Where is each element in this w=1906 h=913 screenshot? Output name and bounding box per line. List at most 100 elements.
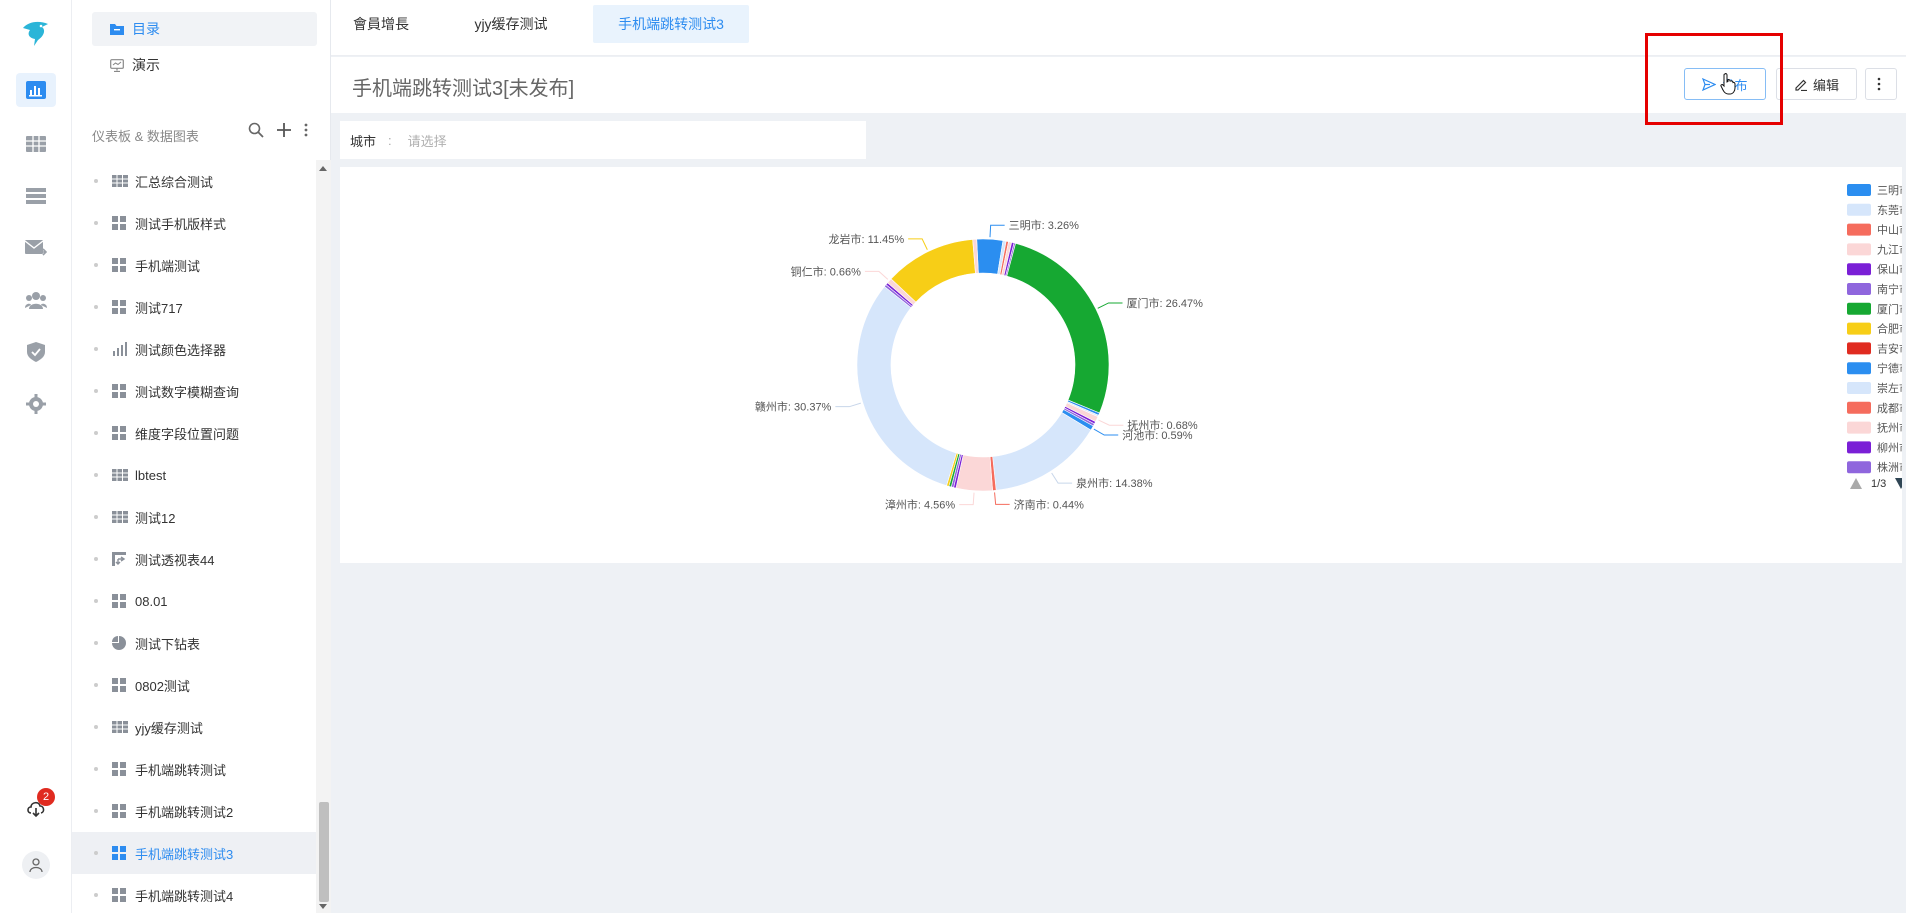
city-select[interactable]: 请选择 (407, 133, 447, 149)
legend-swatch[interactable] (1847, 322, 1871, 335)
dashboard-grid-icon (112, 216, 128, 230)
city-filter: 城市 : 请选择 (340, 121, 866, 159)
legend-label[interactable]: 东莞市 (1877, 203, 1906, 217)
legend-swatch[interactable] (1847, 342, 1871, 355)
tree-item[interactable]: 测试下钻表 (72, 622, 316, 664)
legend-swatch[interactable] (1847, 421, 1871, 434)
tree-item[interactable]: 手机端跳转测试3 (72, 832, 316, 874)
nav-presentation-label: 演示 (132, 57, 160, 73)
dashboard-icon[interactable] (16, 73, 56, 107)
gear-icon[interactable] (22, 390, 50, 418)
legend-label[interactable]: 柳州市 (1877, 440, 1906, 454)
legend-swatch[interactable] (1847, 461, 1871, 474)
tree-item[interactable]: 手机端测试 (72, 244, 316, 286)
scroll-up-arrow[interactable] (319, 166, 327, 171)
mail-icon[interactable] (22, 234, 50, 262)
tab-member-growth[interactable]: 會員增長 (353, 16, 409, 32)
bullet-dot (94, 683, 98, 687)
section-tools (248, 122, 308, 138)
pie-slice[interactable] (856, 286, 957, 486)
bullet-dot (94, 767, 98, 771)
tree-item[interactable]: 测试手机版样式 (72, 202, 316, 244)
tree-item-label: 测试717 (135, 300, 183, 316)
legend-label[interactable]: 南宁市 (1877, 282, 1906, 296)
logo-icon[interactable] (20, 18, 52, 48)
legend-swatch[interactable] (1847, 283, 1871, 295)
sidebar-scrollbar[interactable] (316, 160, 331, 913)
slice-label: 厦门市: 26.47% (1127, 296, 1204, 310)
legend-swatch[interactable] (1847, 362, 1871, 375)
legend-swatch[interactable] (1847, 223, 1871, 236)
tree-item[interactable]: lbtest (72, 454, 316, 496)
tree-item-label: 测试12 (135, 510, 176, 526)
dashboard-grid-icon (112, 888, 128, 902)
users-icon[interactable] (22, 286, 50, 314)
legend-label[interactable]: 吉安市 (1877, 341, 1906, 355)
legend-swatch[interactable] (1847, 302, 1871, 315)
legend-next-arrow[interactable] (1895, 478, 1906, 489)
table-icon[interactable] (22, 130, 50, 158)
legend-swatch[interactable] (1847, 441, 1871, 454)
dashboard-grid-icon (112, 846, 128, 860)
nav-catalog[interactable]: 目录 (92, 12, 317, 46)
label-leader-line (1093, 428, 1119, 436)
pie-slice[interactable] (1006, 242, 1110, 414)
user-avatar[interactable] (22, 851, 50, 879)
list-icon[interactable] (22, 182, 50, 210)
edit-button[interactable]: 编辑 (1776, 68, 1857, 100)
tree-item[interactable]: 08.01 (72, 580, 316, 622)
legend-label[interactable]: 合肥市 (1877, 322, 1906, 336)
tree-item[interactable]: 汇总综合测试 (72, 160, 316, 202)
legend-label[interactable]: 宁德市 (1877, 361, 1906, 375)
pie-slice[interactable] (972, 238, 979, 274)
tree-item[interactable]: 维度字段位置问题 (72, 412, 316, 454)
legend-label[interactable]: 三明市 (1877, 183, 1906, 197)
nav-presentation[interactable]: 演示 (92, 48, 317, 82)
tree-item[interactable]: 手机端跳转测试2 (72, 790, 316, 832)
download-icon[interactable] (22, 795, 50, 823)
edit-label: 编辑 (1812, 77, 1839, 93)
tree-item[interactable]: 测试颜色选择器 (72, 328, 316, 370)
tree-item[interactable]: 测试透视表44 (72, 538, 316, 580)
legend-label[interactable]: 中山市 (1877, 223, 1906, 237)
bullet-dot (94, 389, 98, 393)
legend-swatch[interactable] (1847, 184, 1871, 196)
tree-item[interactable]: 手机端跳转测试4 (72, 874, 316, 913)
tree-item[interactable]: 手机端跳转测试 (72, 748, 316, 790)
tree-item[interactable]: 测试717 (72, 286, 316, 328)
legend-prev-arrow[interactable] (1850, 478, 1862, 489)
legend-label[interactable]: 抚州市 (1877, 421, 1906, 435)
bullet-dot (94, 599, 98, 603)
legend-label[interactable]: 保山市 (1877, 262, 1906, 276)
donut-chart: 三明市: 3.26% 厦门市: 26.47% 抚州市: 0.68%河池市: 0.59… (755, 183, 1906, 512)
legend-label[interactable]: 株洲市 (1877, 460, 1906, 474)
tree-item[interactable]: yjy缓存测试 (72, 706, 316, 748)
highlight-box (1645, 33, 1783, 125)
bullet-dot (94, 431, 98, 435)
tab-yjy-cache[interactable]: yjy缓存测试 (474, 16, 548, 32)
legend-label[interactable]: 崇左市 (1877, 381, 1906, 395)
section-title: 仪表板 & 数据图表 (92, 129, 199, 144)
tab-mobile-jump-test3[interactable]: 手机端跳转测试3 (593, 5, 749, 43)
legend-label[interactable]: 九江市 (1877, 242, 1906, 256)
bar-chart-icon (112, 342, 128, 356)
scroll-down-arrow[interactable] (319, 904, 327, 909)
legend-label[interactable]: 厦门市 (1877, 302, 1906, 316)
search-icon[interactable] (248, 122, 264, 138)
scroll-thumb[interactable] (319, 802, 329, 902)
legend-swatch[interactable] (1847, 263, 1871, 276)
more-vertical-icon[interactable] (304, 122, 308, 138)
tree-item[interactable]: 0802测试 (72, 664, 316, 706)
tree-item[interactable]: 测试12 (72, 496, 316, 538)
legend-page: 1/3 (1871, 478, 1886, 490)
tree-item[interactable]: 测试数字模糊查询 (72, 370, 316, 412)
more-button[interactable] (1865, 68, 1897, 100)
legend-swatch[interactable] (1847, 203, 1871, 216)
shield-icon[interactable] (22, 338, 50, 366)
legend-swatch[interactable] (1847, 382, 1871, 394)
legend-swatch[interactable] (1847, 243, 1871, 256)
add-icon[interactable] (276, 122, 292, 138)
legend-label[interactable]: 成都市 (1877, 401, 1906, 415)
legend-swatch[interactable] (1847, 401, 1871, 414)
filter-colon: : (388, 132, 392, 148)
